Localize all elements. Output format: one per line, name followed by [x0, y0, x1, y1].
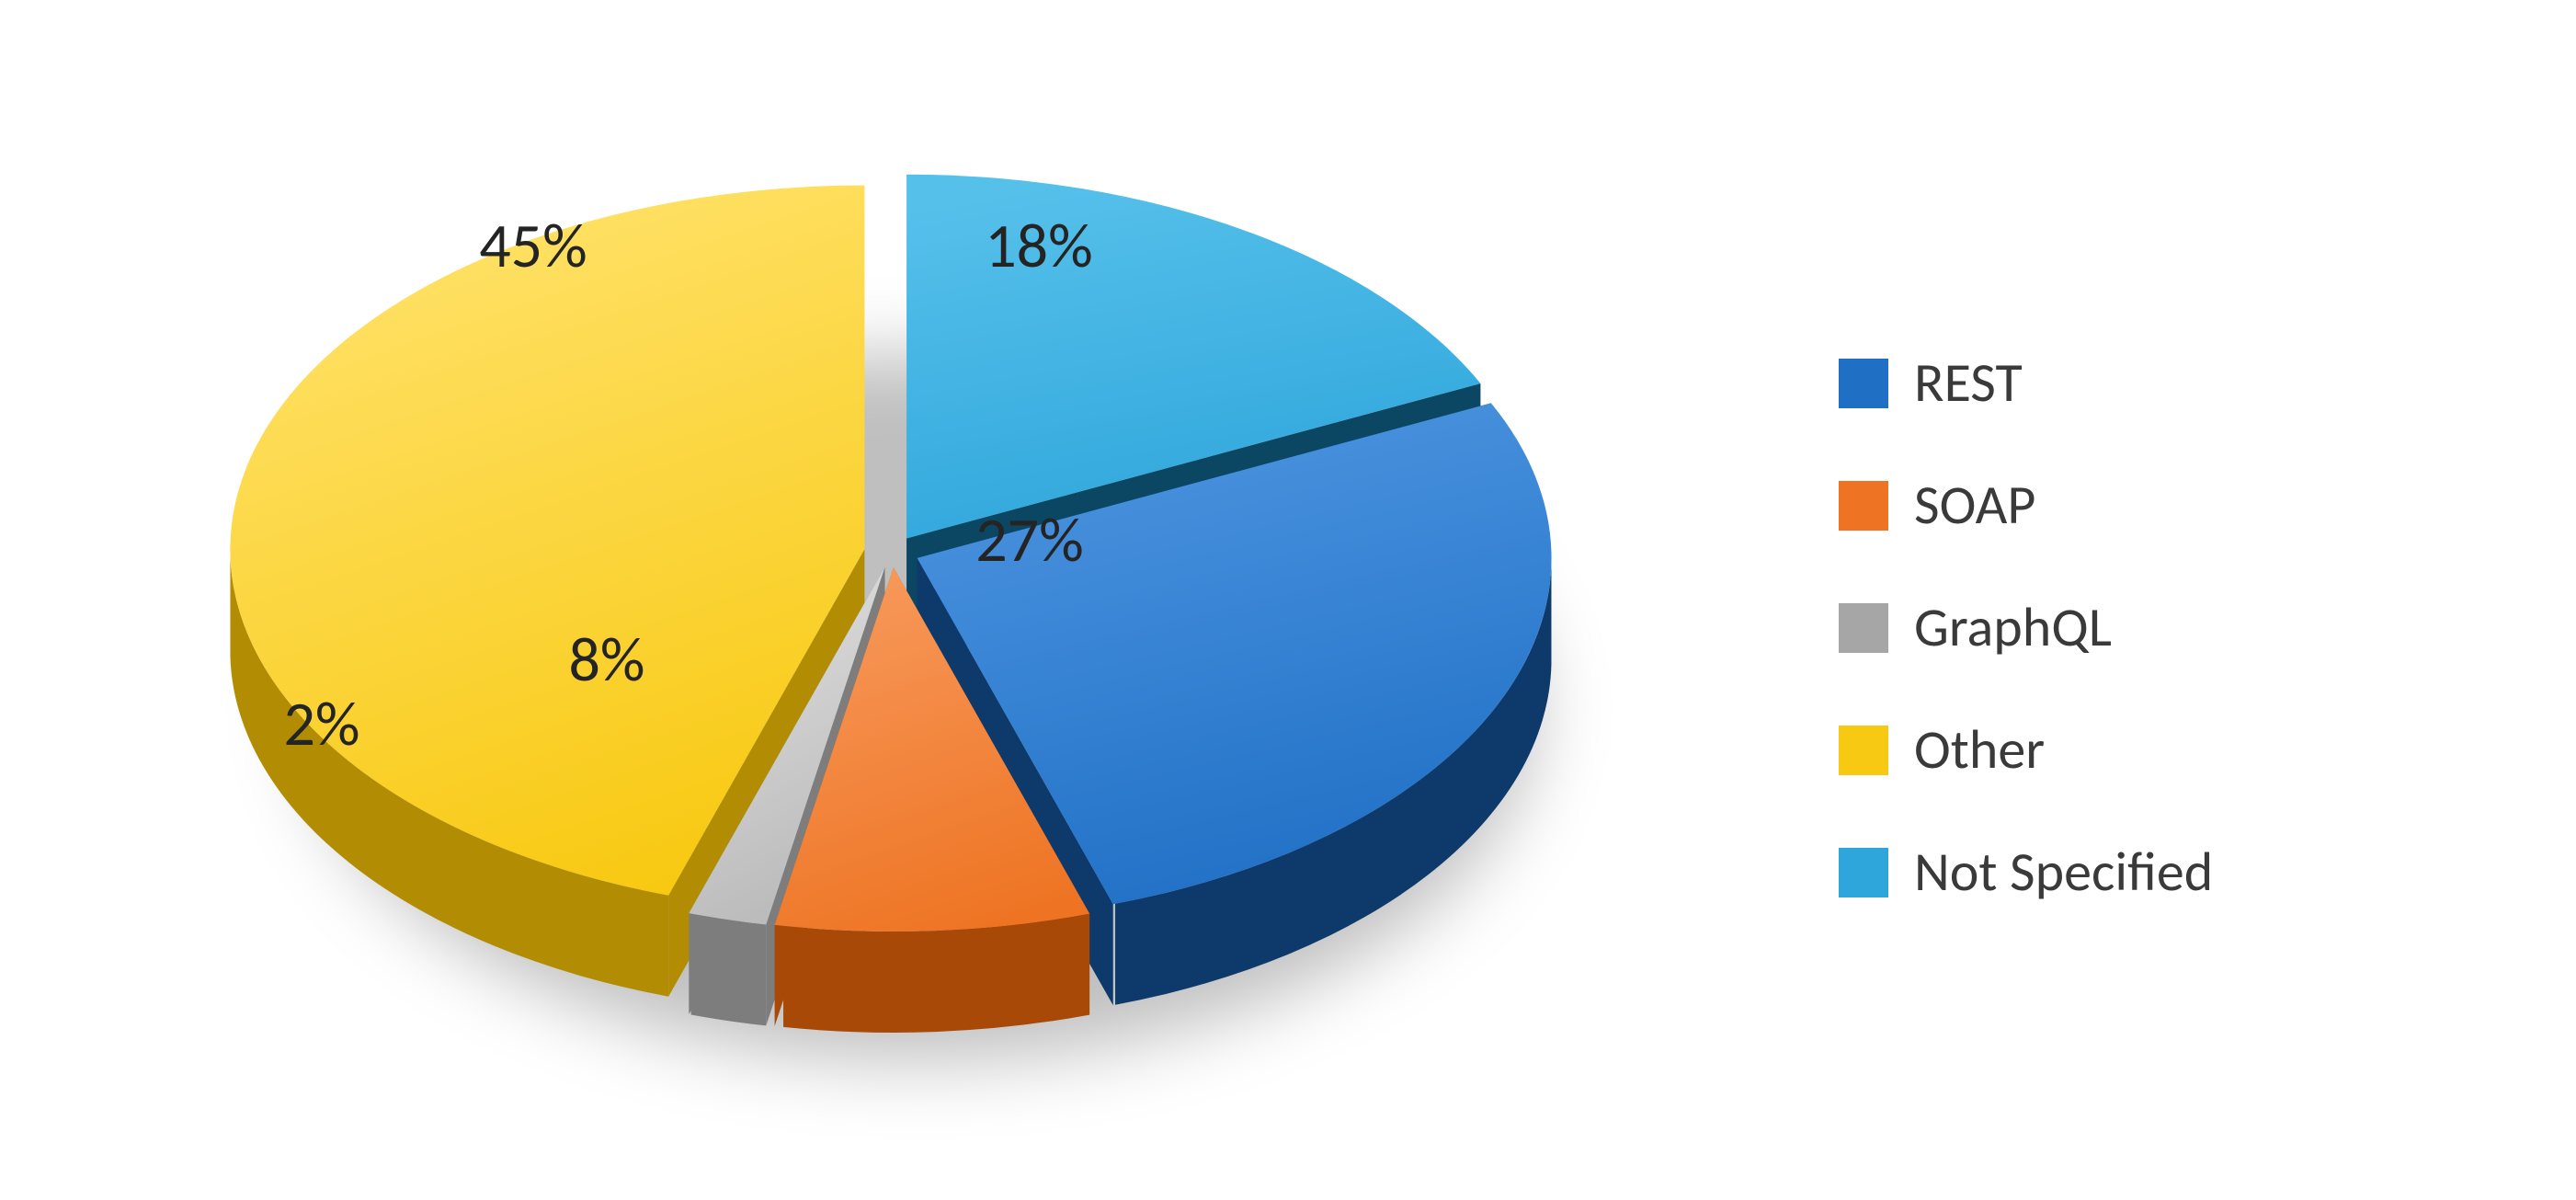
pct-label-REST: 27% — [975, 502, 1084, 578]
legend-label: Other — [1914, 716, 2045, 783]
legend-label: SOAP — [1914, 472, 2035, 539]
legend-item-rest: REST — [1839, 349, 2213, 417]
chart-stage: 18% 27% 8% 2% 45% REST SOAP GraphQL Other Not Sp… — [0, 0, 2576, 1200]
legend-item-other: Other — [1839, 716, 2213, 783]
legend-label: GraphQL — [1914, 594, 2112, 661]
legend-swatch — [1839, 603, 1888, 653]
legend-swatch — [1839, 726, 1888, 775]
slice-side-SOAP — [783, 914, 1089, 1033]
pct-label-GraphQL: 2% — [283, 686, 359, 762]
pie-chart: 18% 27% 8% 2% 45% — [110, 37, 1673, 1140]
pie-svg: 18% 27% 8% 2% 45% — [110, 37, 1673, 1140]
pct-label-SOAP: 8% — [568, 622, 644, 698]
slice-side-GraphQL — [691, 913, 767, 1025]
legend-item-graphql: GraphQL — [1839, 594, 2213, 661]
pct-label-Other: 45% — [479, 208, 587, 284]
pct-label-Not Specified: 18% — [985, 208, 1093, 284]
legend-item-soap: SOAP — [1839, 472, 2213, 539]
chart-legend: REST SOAP GraphQL Other Not Specified — [1839, 349, 2213, 906]
legend-label: Not Specified — [1914, 839, 2213, 906]
legend-swatch — [1839, 359, 1888, 408]
legend-swatch — [1839, 848, 1888, 897]
legend-item-not-specified: Not Specified — [1839, 839, 2213, 906]
legend-label: REST — [1914, 349, 2023, 417]
legend-swatch — [1839, 481, 1888, 531]
